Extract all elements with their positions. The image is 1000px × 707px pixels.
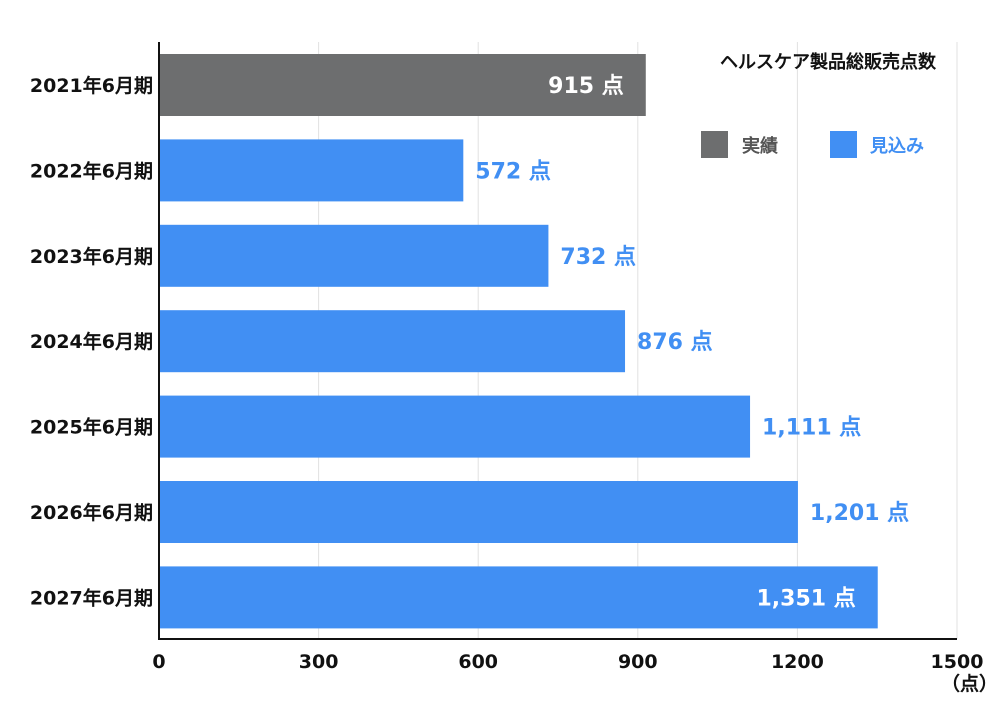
bar [159,139,464,202]
legend-label-forecast: 見込み [869,136,924,157]
legend-label-actual: 実績 [742,135,778,157]
chart-title: ヘルスケア製品総販売点数 [720,51,937,73]
category-label: 2026年6月期 [30,501,153,524]
bar [159,224,549,287]
x-tick-label: 1200 [771,651,824,673]
x-tick-labels: 0 300 600 900 1200 1500 [152,651,983,673]
category-label: 2022年6月期 [30,159,153,182]
category-labels: 2021年6月期 2022年6月期 2023年6月期 2024年6月期 2025年6月期… [30,74,153,609]
data-label: 915 点 [548,73,624,99]
bar [159,310,626,373]
bar [159,481,798,543]
category-label: 2023年6月期 [30,245,153,268]
category-label: 2027年6月期 [30,586,153,609]
legend-swatch-forecast [830,131,857,158]
data-labels: 915 点 572 点 732 点 876 点 1,111 点 1,201 点 1,351 … [475,73,909,611]
x-tick-label: 600 [458,651,498,673]
data-label: 1,201 点 [810,500,909,526]
x-tick-label: 1500 [931,651,984,673]
category-label: 2024年6月期 [30,330,153,353]
data-label: 876 点 [637,329,713,355]
data-label: 1,351 点 [756,585,855,611]
x-axis-unit: （点） [941,672,998,695]
x-tick-label: 900 [618,651,658,673]
x-tick-label: 0 [152,651,165,673]
legend: 実績 見込み [701,131,924,158]
axes [158,42,957,640]
category-label: 2025年6月期 [30,416,153,439]
data-label: 572 点 [475,158,551,184]
category-label: 2021年6月期 [30,74,153,97]
bar [159,566,878,629]
legend-swatch-actual [701,131,728,158]
bar [159,54,646,116]
x-tick-label: 300 [299,651,339,673]
data-label: 1,111 点 [762,415,861,441]
bars [159,54,878,629]
bar [159,395,751,458]
data-label: 732 点 [560,244,636,270]
